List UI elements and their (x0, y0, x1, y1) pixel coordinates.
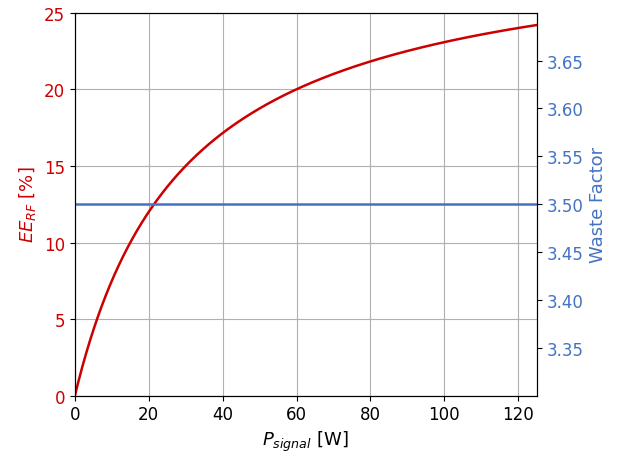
X-axis label: $P_{signal}$ [W]: $P_{signal}$ [W] (263, 429, 349, 453)
Y-axis label: $EE_{RF}$ [%]: $EE_{RF}$ [%] (17, 167, 39, 243)
Y-axis label: Waste Factor: Waste Factor (589, 147, 607, 263)
